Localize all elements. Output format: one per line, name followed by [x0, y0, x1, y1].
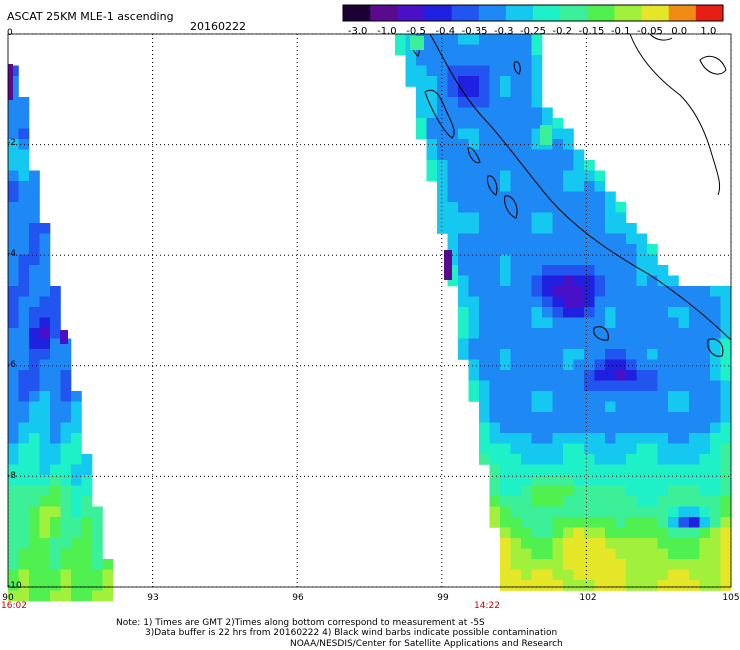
colorbar-label: -0.05: [636, 26, 663, 37]
colorbar-swatch: [451, 5, 480, 21]
note-line-3: NOAA/NESDIS/Center for Satellite Applica…: [290, 639, 563, 649]
colorbar-label: -0.15: [578, 26, 605, 37]
colorbar-swatch: [397, 5, 425, 21]
lat-label-minus4: -4: [7, 249, 16, 259]
product-date: 20160222: [190, 20, 246, 33]
colorbar-label: -3.0: [347, 26, 368, 37]
colorbar-label: -0.4: [435, 26, 456, 37]
colorbar-swatch: [505, 5, 534, 21]
lat-label-minus2: -2: [7, 138, 16, 148]
left-swath: [8, 64, 114, 602]
lat-label-minus8: -8: [7, 471, 16, 481]
colorbar-swatch: [424, 5, 453, 21]
colorbar-label: 0.0: [671, 26, 688, 37]
lat-label-0: 0: [7, 28, 13, 38]
time-right: 14:22: [474, 601, 500, 611]
colorbar-swatch: [533, 5, 561, 21]
product-title: ASCAT 25KM MLE-1 ascending: [7, 10, 174, 23]
note-line-2: 3)Data buffer is 22 hrs from 20160222 4)…: [145, 628, 558, 638]
colorbar-swatch: [587, 5, 615, 21]
colorbar-swatch: [343, 5, 371, 21]
colorbar-label: -0.2: [552, 26, 572, 37]
colorbar-swatch: [560, 5, 588, 21]
colorbar-label: -0.35: [461, 26, 488, 37]
colorbar-swatch: [695, 5, 724, 21]
colorbar-swatch: [614, 5, 643, 21]
colorbar-label: -1.0: [377, 26, 397, 37]
coastlines: [410, 33, 732, 357]
lon-label-96: 96: [292, 593, 304, 603]
colorbar-label: 1.0: [700, 26, 717, 37]
time-left: 16:02: [1, 601, 27, 611]
colorbar-swatch: [478, 5, 507, 21]
colorbar-label: -0.5: [406, 26, 426, 37]
note-line-1: Note: 1) Times are GMT 2)Times along bot…: [116, 618, 485, 628]
lon-label-99: 99: [437, 593, 449, 603]
colorbar-label: -0.25: [520, 26, 546, 37]
lat-label-minus10: -10: [7, 581, 22, 591]
colorbar-label: -0.1: [610, 26, 631, 37]
colorbar-swatch: [641, 5, 670, 21]
lon-label-93: 93: [147, 593, 159, 603]
lon-label-105: 105: [722, 593, 740, 603]
lon-label-102: 102: [579, 593, 597, 603]
colorbar-swatch: [668, 5, 697, 21]
lon-label-90: 90: [2, 593, 14, 603]
colorbar-label: -0.3: [494, 26, 514, 37]
right-swath: [395, 34, 732, 591]
colorbar-swatch: [370, 5, 398, 21]
lat-label-minus6: -6: [7, 360, 16, 370]
colorbar: [342, 4, 724, 22]
